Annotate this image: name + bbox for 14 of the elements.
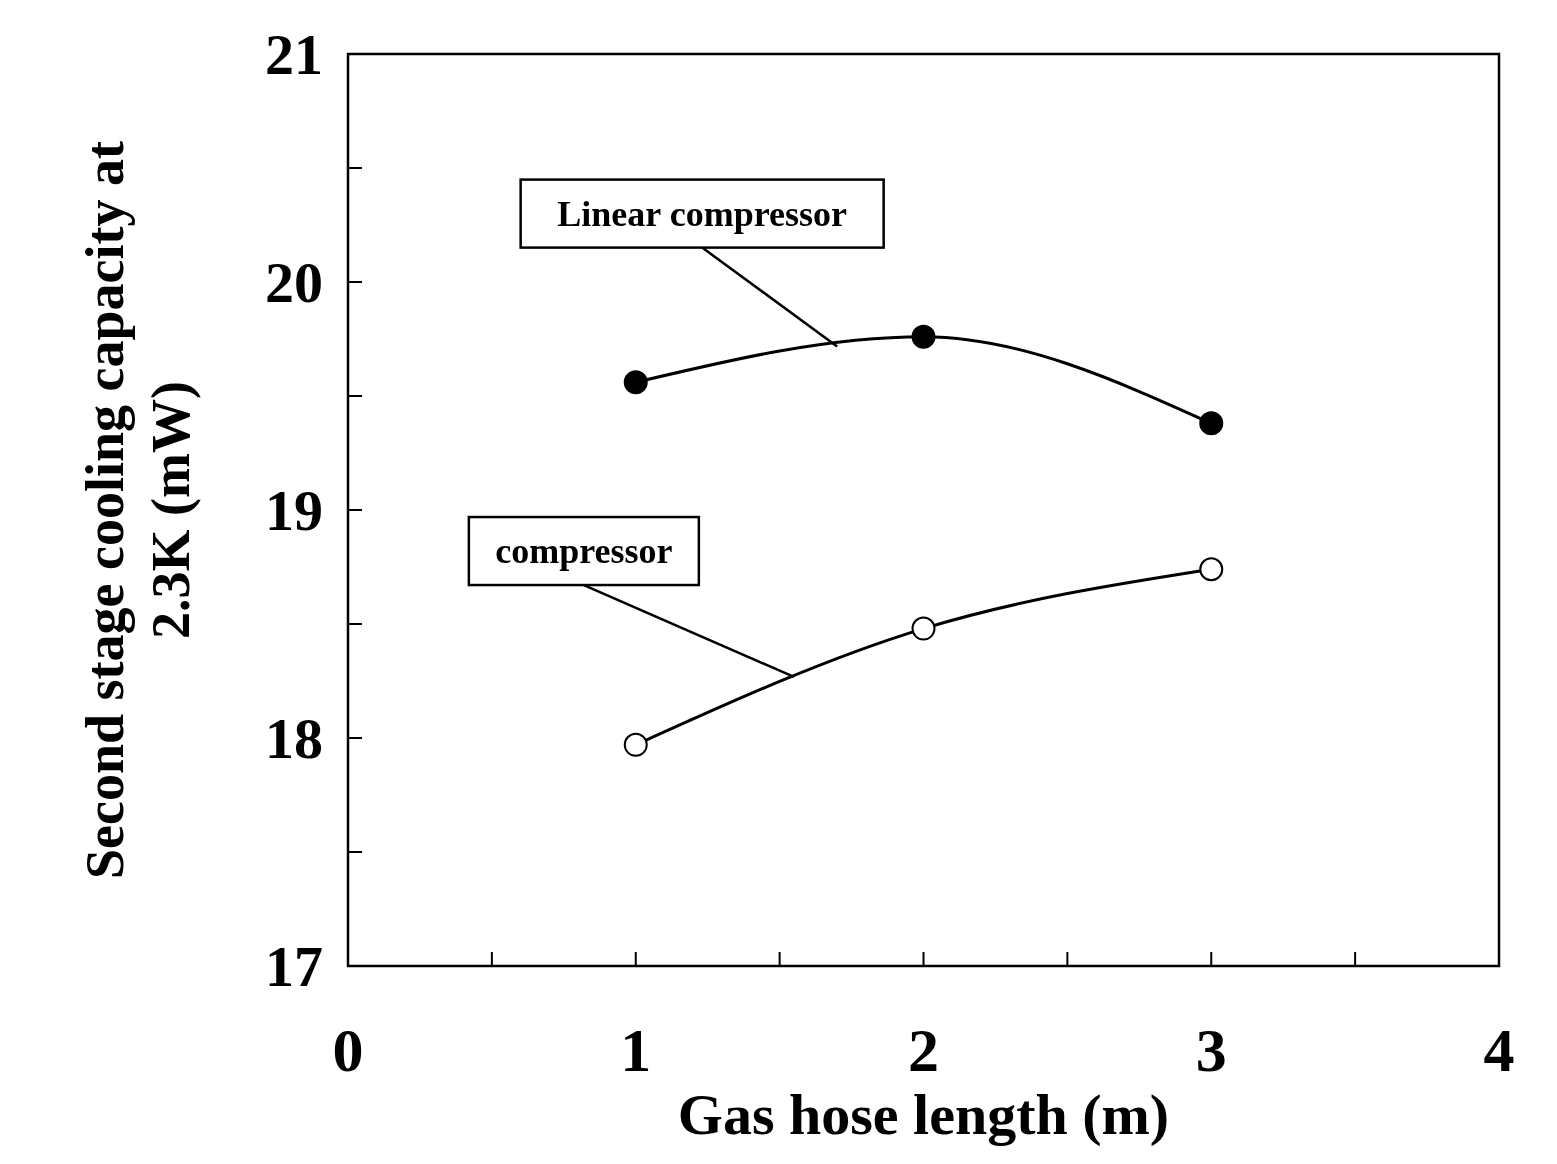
- x-tick-label: 1: [620, 1016, 652, 1084]
- x-tick-label: 2: [908, 1016, 939, 1084]
- y-tick-label: 20: [265, 250, 323, 315]
- y-tick-label: 18: [265, 706, 323, 771]
- y-tick-label: 19: [265, 478, 323, 543]
- x-tick-label: 3: [1195, 1016, 1227, 1084]
- text: compressor: [495, 531, 673, 572]
- x-axis-title: Gas hose length (m): [677, 1082, 1170, 1147]
- x-tick-label: 0: [332, 1016, 364, 1084]
- y-tick-label: 21: [265, 22, 323, 87]
- x-tick-label: 4: [1483, 1016, 1515, 1084]
- text: Linear compressor: [557, 193, 847, 234]
- y-axis-title: Second stage cooling capacity at 2.3K (mW): [75, 141, 201, 879]
- y-tick-label: 17: [265, 934, 323, 999]
